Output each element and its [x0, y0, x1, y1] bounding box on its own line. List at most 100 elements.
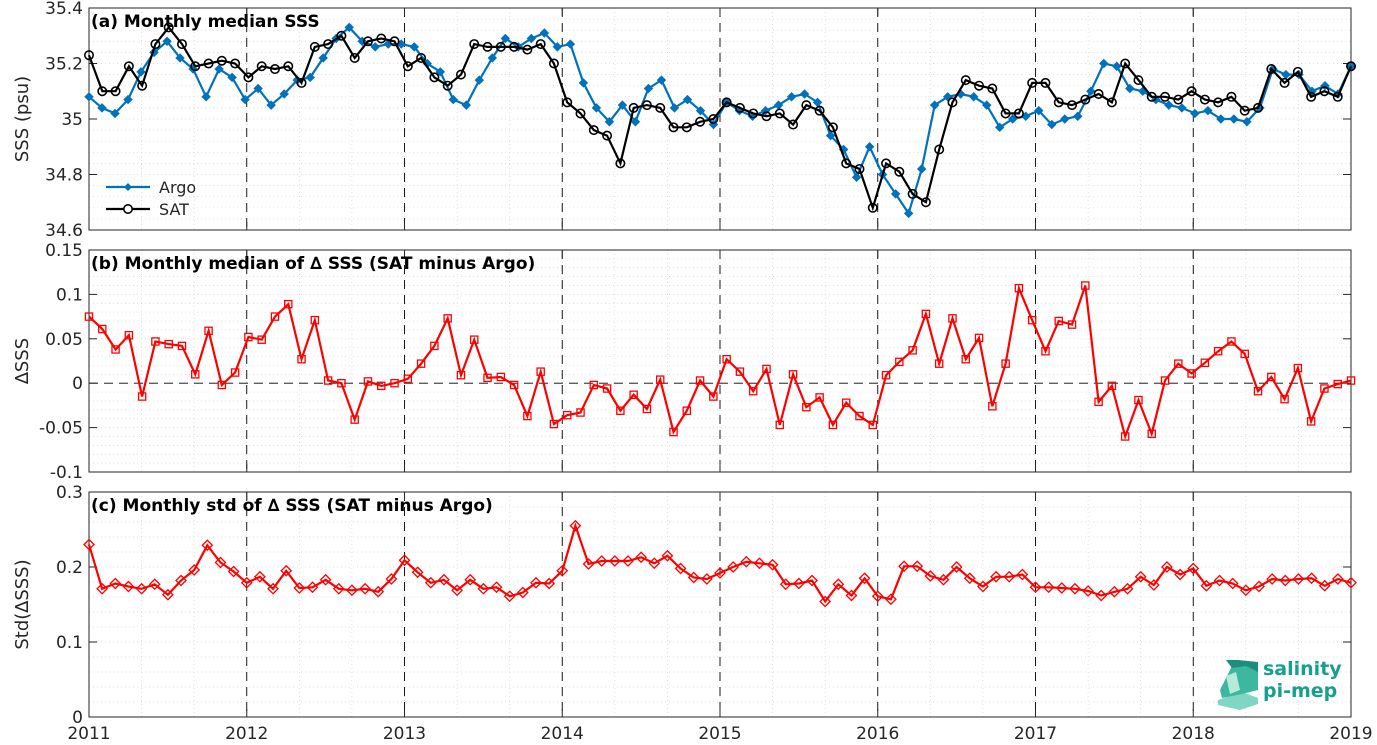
- data-point: [435, 67, 445, 77]
- data-point: [801, 100, 812, 111]
- y-tick-label: 0.05: [45, 330, 83, 350]
- data-point: [1280, 394, 1289, 404]
- data-point: [1267, 372, 1276, 382]
- data-point: [1080, 94, 1091, 105]
- data-point: [1060, 114, 1070, 124]
- data-point: [898, 560, 910, 573]
- data-point: [163, 22, 174, 33]
- data-point: [929, 100, 940, 110]
- data-point: [122, 580, 135, 593]
- data-point: [357, 36, 367, 47]
- data-point: [656, 75, 667, 85]
- x-tick-label: 2013: [383, 724, 426, 744]
- data-point: [109, 577, 122, 590]
- data-point: [827, 122, 838, 133]
- data-point: [669, 427, 678, 437]
- data-point: [825, 130, 836, 141]
- data-point: [1041, 346, 1050, 356]
- panel-b: -0.1 -0.05 0 0.05 0.1 0.15 ∆SSS (b) Monthly med…: [12, 241, 1356, 483]
- data-point: [1190, 108, 1200, 119]
- data-point: [819, 595, 832, 608]
- data-point: [253, 570, 266, 583]
- data-point: [552, 42, 563, 52]
- data-point: [296, 77, 307, 88]
- data-point: [950, 561, 963, 573]
- panel-title: (b) Monthly median of ∆ SSS (SAT minus A…: [91, 254, 535, 274]
- data-point: [682, 406, 692, 415]
- y-tick-label: 35.2: [45, 55, 83, 75]
- data-point: [409, 42, 419, 52]
- data-point: [1121, 582, 1134, 595]
- series-line: [87, 25, 1353, 212]
- series-line: [87, 522, 1352, 604]
- data-point: [1253, 580, 1265, 593]
- data-point: [337, 378, 346, 388]
- data-point: [1200, 579, 1213, 592]
- data-point: [851, 172, 862, 182]
- data-point: [1331, 573, 1344, 585]
- panel-c: 0 0.1 0.2 0.3 2011 2012 2013 2014 2015 2016 2017 20…: [12, 483, 1373, 744]
- data-point: [708, 114, 719, 125]
- data-point: [305, 72, 315, 83]
- data-point: [1095, 589, 1108, 602]
- data-point: [1073, 111, 1083, 121]
- data-point: [227, 565, 240, 578]
- data-point: [828, 420, 838, 430]
- y-axis-label: SSS (psu): [12, 76, 33, 162]
- data-point: [455, 69, 466, 80]
- panel-title: (c) Monthly std of ∆ SSS (SAT minus Argo…: [91, 496, 493, 516]
- data-point: [1187, 369, 1196, 378]
- data-point: [309, 41, 320, 52]
- data-point: [762, 364, 771, 374]
- data-point: [543, 577, 556, 590]
- data-point: [578, 78, 589, 88]
- data-point: [1253, 386, 1263, 396]
- data-point: [761, 111, 772, 122]
- data-point: [201, 539, 214, 552]
- y-axis-label: ∆SSS: [12, 338, 33, 385]
- data-point: [1226, 91, 1237, 102]
- data-point: [858, 572, 871, 585]
- x-tick-label: 2011: [67, 724, 110, 744]
- data-point: [588, 125, 599, 136]
- data-point: [201, 92, 211, 102]
- data-point: [963, 572, 976, 585]
- data-point: [911, 560, 924, 573]
- data-point: [786, 92, 797, 102]
- data-point: [635, 551, 648, 564]
- data-point: [855, 411, 864, 421]
- data-point: [137, 80, 148, 91]
- data-point: [442, 80, 453, 91]
- data-point: [1239, 105, 1250, 116]
- data-point: [279, 89, 289, 99]
- data-point: [1160, 376, 1170, 385]
- logo-line2: pi-mep: [1263, 680, 1337, 702]
- data-point: [319, 573, 332, 586]
- data-point: [191, 370, 200, 379]
- x-tick-label: 2015: [698, 724, 741, 744]
- data-point: [363, 377, 373, 386]
- data-point: [565, 39, 576, 49]
- data-point: [136, 67, 146, 77]
- data-point: [1319, 86, 1330, 97]
- data-point: [1147, 429, 1156, 439]
- data-point: [148, 578, 161, 591]
- data-point: [655, 375, 665, 384]
- data-point: [602, 130, 613, 141]
- data-point: [1054, 316, 1063, 326]
- data-point: [1240, 349, 1249, 359]
- data-point: [227, 72, 237, 83]
- data-point: [709, 392, 718, 401]
- data-point: [385, 573, 398, 585]
- data-point: [176, 39, 187, 50]
- data-point: [616, 406, 625, 415]
- data-point: [318, 53, 328, 63]
- data-point: [799, 89, 810, 99]
- data-point: [748, 386, 758, 396]
- data-point: [522, 44, 533, 55]
- data-point: [123, 61, 134, 72]
- data-point: [841, 398, 851, 407]
- data-point: [988, 402, 997, 411]
- data-point: [641, 100, 652, 111]
- data-point: [920, 197, 931, 208]
